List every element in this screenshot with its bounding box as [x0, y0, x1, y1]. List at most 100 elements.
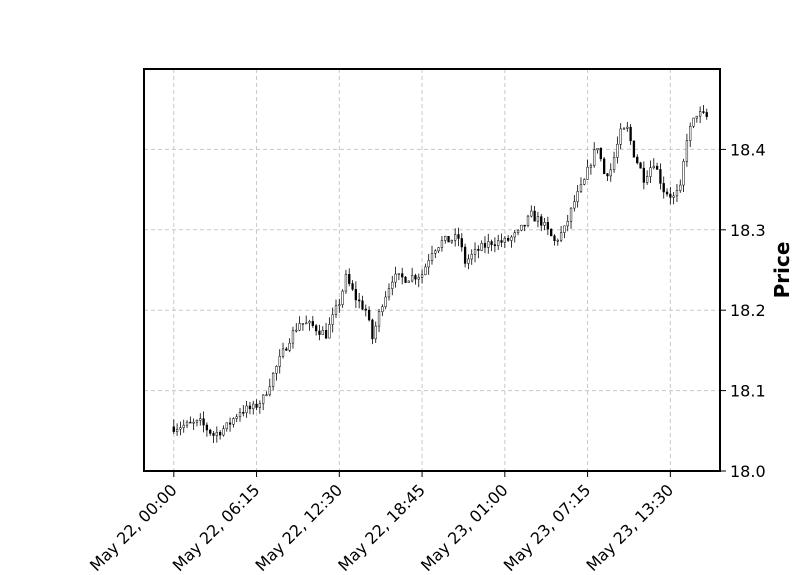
candle-body: [612, 157, 616, 171]
candle-body: [199, 418, 202, 421]
candle-body: [414, 275, 417, 280]
candle-body: [467, 258, 470, 264]
y-tick-label: 18.0: [730, 462, 766, 481]
candle-body: [192, 421, 195, 424]
candle-body: [364, 308, 367, 311]
candle-body: [586, 166, 589, 180]
candle-body: [225, 422, 228, 429]
candle-body: [387, 288, 391, 298]
candle-body: [689, 126, 692, 141]
y-axis: 18.0 18.1 18.2 18.3 18.4: [720, 140, 766, 481]
candle-body: [679, 184, 682, 191]
candle-body: [659, 169, 662, 184]
candle-body: [559, 232, 563, 241]
candle-body: [427, 260, 430, 268]
candle-body: [215, 432, 218, 436]
candle-body: [533, 210, 536, 222]
candle-body: [305, 322, 308, 325]
candle-body: [361, 300, 364, 310]
candle-body: [424, 266, 427, 276]
candle-body: [685, 140, 689, 162]
candle-body: [218, 432, 222, 436]
candle-body: [401, 273, 404, 278]
candle-body: [189, 421, 192, 424]
candle-body: [281, 348, 285, 357]
candle-body: [202, 418, 205, 426]
y-axis-title: Price: [770, 242, 794, 299]
candle-body: [536, 216, 540, 222]
candle-body: [463, 246, 467, 264]
candle-body: [705, 112, 708, 117]
candle-body: [288, 342, 291, 351]
candle-body: [609, 169, 612, 177]
candle-body: [506, 238, 510, 241]
candle-body: [530, 210, 533, 217]
candle-body: [602, 158, 606, 174]
candle-body: [301, 323, 305, 325]
candle-body: [351, 283, 354, 290]
candle-body: [410, 275, 414, 282]
candle-body: [205, 424, 209, 431]
candle-body: [295, 329, 298, 332]
candle-body: [516, 229, 520, 233]
candle-body: [698, 111, 702, 117]
candle-body: [553, 235, 556, 242]
candle-body: [649, 167, 652, 177]
candle-body: [695, 115, 698, 119]
candle-body: [298, 323, 301, 331]
candle-body: [440, 240, 444, 248]
candle-body: [444, 236, 447, 241]
candle-body: [434, 250, 437, 254]
candles: [172, 105, 708, 444]
candle-body: [460, 238, 463, 248]
candle-body: [314, 325, 318, 332]
candle-body: [235, 416, 238, 419]
candle-body: [397, 273, 401, 275]
candle-body: [503, 238, 506, 243]
candle-body: [566, 221, 569, 227]
candle-body: [268, 386, 271, 395]
candle-body: [271, 372, 275, 387]
candle-body: [490, 241, 493, 245]
candle-body: [245, 405, 248, 413]
candle-body: [702, 111, 705, 113]
candle-body: [450, 240, 454, 243]
candle-body: [579, 184, 583, 192]
candle-body: [232, 418, 235, 425]
candle-body: [483, 243, 487, 248]
candle-body: [420, 274, 424, 278]
candle-body: [576, 191, 579, 202]
candle-body: [573, 201, 576, 209]
candle-body: [556, 239, 559, 242]
candle-body: [195, 420, 199, 423]
candle-body: [179, 427, 182, 430]
candle-body: [348, 274, 351, 284]
candle-body: [262, 394, 265, 404]
candle-body: [437, 247, 440, 252]
candle-body: [477, 248, 480, 251]
candle-body: [546, 222, 550, 230]
candle-body: [331, 314, 334, 325]
candle-body: [324, 329, 328, 339]
candle-body: [222, 428, 225, 436]
candle-body: [606, 173, 609, 177]
candle-body: [682, 161, 685, 186]
candle-body: [520, 224, 523, 231]
candle-body: [629, 126, 632, 142]
candle-body: [596, 148, 599, 151]
candle-body: [655, 165, 659, 170]
candle-body: [669, 193, 672, 198]
candle-body: [430, 253, 434, 261]
candle-body: [341, 290, 344, 305]
candle-body: [550, 228, 553, 237]
candle-body: [583, 179, 586, 185]
candle-body: [652, 165, 655, 169]
candle-body: [358, 299, 361, 302]
candle-body: [589, 165, 593, 168]
candle-body: [344, 274, 348, 292]
candle-body: [616, 144, 619, 158]
y-tick-label: 18.3: [730, 221, 766, 240]
candle-body: [417, 277, 420, 280]
